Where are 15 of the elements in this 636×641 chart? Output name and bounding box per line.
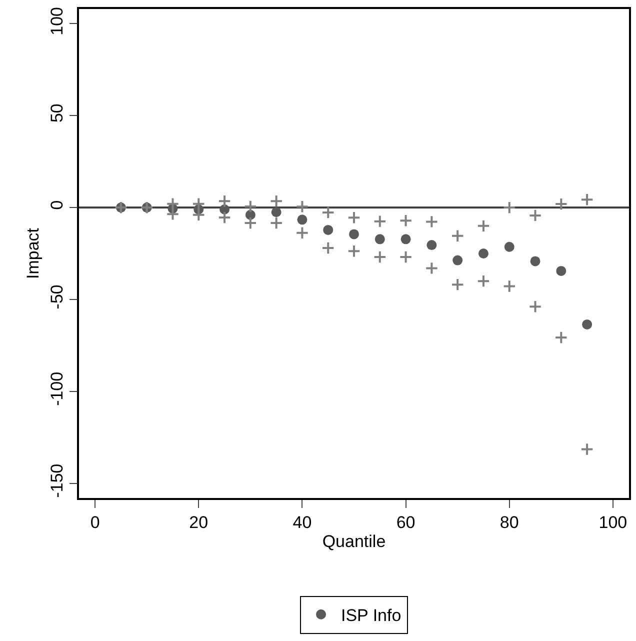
- x-tick-label: 40: [292, 513, 312, 532]
- x-axis-title: Quantile: [322, 532, 386, 552]
- y-tick-label: 50: [47, 104, 66, 123]
- x-tick-label: 0: [90, 513, 100, 532]
- y-tick-label: 0: [47, 200, 66, 210]
- x-tick-label: 60: [396, 513, 416, 532]
- x-tick-label: 100: [598, 513, 628, 532]
- y-tick-label: -50: [47, 284, 66, 310]
- x-tick-label: 80: [500, 513, 519, 532]
- x-tick-label: 20: [189, 513, 208, 532]
- legend-label: ISP Info: [341, 606, 402, 625]
- y-tick-label: 100: [47, 6, 66, 36]
- y-tick-label: -100: [47, 372, 66, 406]
- y-axis-title: Impact: [24, 228, 42, 280]
- y-tick-label: -150: [47, 464, 66, 498]
